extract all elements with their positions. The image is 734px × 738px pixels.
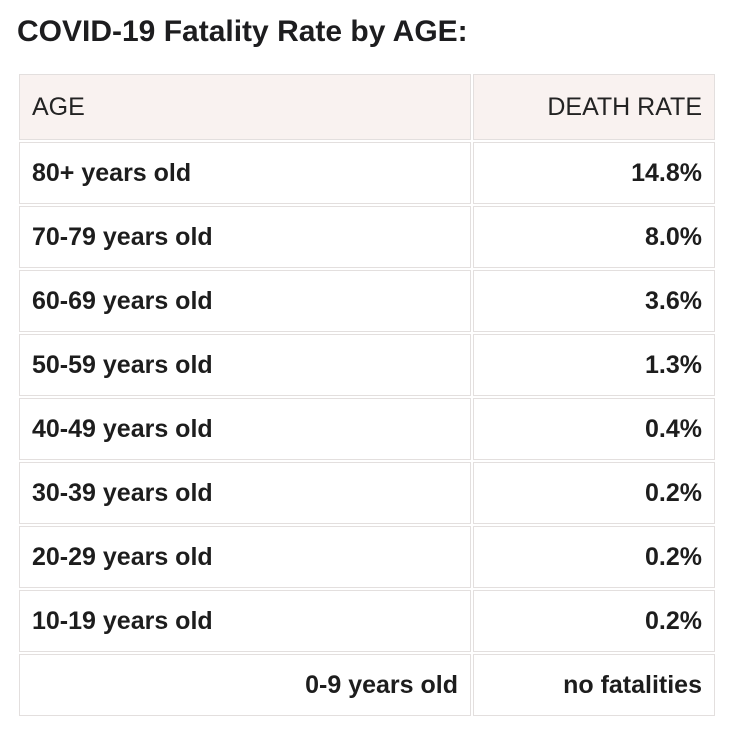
death-rate-cell: 0.2% [473, 590, 715, 652]
death-rate-cell: 3.6% [473, 270, 715, 332]
table-row: 50-59 years old 1.3% [19, 334, 715, 396]
table-header: AGE DEATH RATE [19, 74, 715, 140]
death-rate-cell: 0.2% [473, 462, 715, 524]
age-cell: 0-9 years old [19, 654, 471, 716]
age-cell: 40-49 years old [19, 398, 471, 460]
table-row: 20-29 years old 0.2% [19, 526, 715, 588]
death-rate-cell: 1.3% [473, 334, 715, 396]
age-cell: 20-29 years old [19, 526, 471, 588]
age-cell: 80+ years old [19, 142, 471, 204]
table-row: 70-79 years old 8.0% [19, 206, 715, 268]
table-row: 30-39 years old 0.2% [19, 462, 715, 524]
age-cell: 10-19 years old [19, 590, 471, 652]
table-row: 10-19 years old 0.2% [19, 590, 715, 652]
age-cell: 30-39 years old [19, 462, 471, 524]
table-row: 80+ years old 14.8% [19, 142, 715, 204]
death-rate-cell: 0.2% [473, 526, 715, 588]
death-rate-cell: 8.0% [473, 206, 715, 268]
age-cell: 60-69 years old [19, 270, 471, 332]
table-body: 80+ years old 14.8% 70-79 years old 8.0% 60-… [19, 142, 715, 716]
column-header-age: AGE [19, 74, 471, 140]
table-row: 40-49 years old 0.4% [19, 398, 715, 460]
column-header-death-rate: DEATH RATE [473, 74, 715, 140]
table-row: 0-9 years old no fatalities [19, 654, 715, 716]
age-cell: 50-59 years old [19, 334, 471, 396]
table-header-row: AGE DEATH RATE [19, 74, 715, 140]
age-cell: 70-79 years old [19, 206, 471, 268]
death-rate-cell: 14.8% [473, 142, 715, 204]
death-rate-cell: no fatalities [473, 654, 715, 716]
page: COVID-19 Fatality Rate by AGE: AGE DEATH… [17, 15, 717, 718]
fatality-rate-table: AGE DEATH RATE 80+ years old 14.8% 70-79 y… [17, 72, 717, 718]
death-rate-cell: 0.4% [473, 398, 715, 460]
table-row: 60-69 years old 3.6% [19, 270, 715, 332]
page-title: COVID-19 Fatality Rate by AGE: [17, 15, 468, 48]
